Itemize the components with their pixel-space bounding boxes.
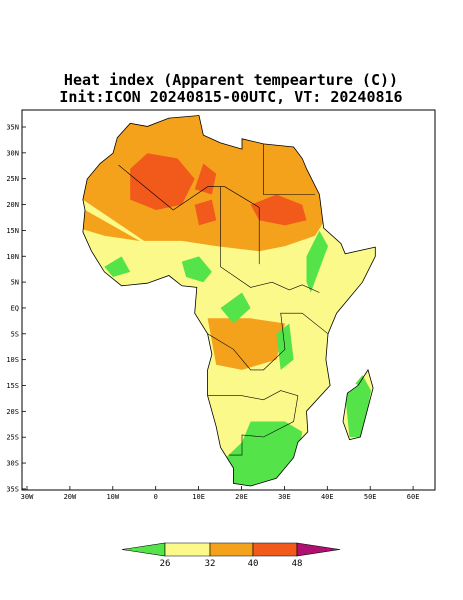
- lat-label: EQ: [11, 304, 19, 312]
- colorbar-label: 48: [292, 559, 303, 569]
- lon-label: 30W: [21, 493, 34, 501]
- land-outline: [82, 115, 376, 487]
- title-line-2: Init:ICON 20240815-00UTC, VT: 20240816: [59, 88, 402, 106]
- lon-label: 10W: [106, 493, 119, 501]
- lat-label: 10N: [6, 253, 19, 261]
- lat-label: 30S: [6, 460, 19, 468]
- cool-region: [345, 375, 371, 437]
- lat-label: 30N: [6, 149, 19, 157]
- lon-label: 30E: [278, 493, 291, 501]
- colorbar-label: 40: [248, 559, 259, 569]
- lat-label: 5S: [11, 330, 19, 338]
- colorbar-segment: [252, 542, 298, 557]
- lat-label: 20S: [6, 408, 19, 416]
- colorbar-segment: [296, 542, 341, 557]
- colorbar-segment: [209, 542, 254, 557]
- colorbar-segment: [164, 542, 211, 557]
- cool-region: [306, 230, 328, 293]
- lon-label: 50E: [364, 493, 377, 501]
- colorbar-label: 26: [160, 559, 171, 569]
- colorbar-segment: [121, 542, 166, 557]
- lat-label: 25N: [6, 175, 19, 183]
- title-line-1: Heat index (Apparent tempearture (C)): [64, 71, 398, 89]
- lat-label: 15S: [6, 382, 19, 390]
- cool-region: [181, 256, 212, 283]
- colorbar: 26 32 40 48: [121, 542, 341, 569]
- border: [220, 186, 320, 293]
- map-frame: [21, 109, 436, 491]
- very-hot-region: [194, 199, 217, 226]
- lon-label: 40E: [321, 493, 334, 501]
- colorbar-label: 32: [205, 559, 216, 569]
- hot-region: [207, 318, 285, 370]
- lat-label: 35N: [6, 124, 19, 132]
- border: [207, 312, 329, 371]
- cool-region: [220, 292, 251, 324]
- very-hot-region: [130, 153, 195, 210]
- lon-label: 10E: [192, 493, 205, 501]
- lat-label: 20N: [6, 201, 19, 209]
- cool-region: [276, 323, 294, 370]
- lon-label: 0: [154, 493, 158, 501]
- map: [82, 115, 376, 487]
- lat-label: 5N: [11, 279, 19, 287]
- border: [207, 390, 299, 456]
- very-hot-region: [250, 194, 307, 226]
- lon-label: 20E: [235, 493, 248, 501]
- madagascar-outline: [342, 368, 374, 441]
- border: [118, 164, 260, 265]
- axis-ticks: 35N 30N 25N 20N 15N 10N 5N EQ 5S 10S 15S 20S 25S 30S 3…: [6, 124, 419, 502]
- lon-label: 20W: [64, 493, 77, 501]
- cool-region: [104, 256, 131, 277]
- lat-label: 10S: [6, 356, 19, 364]
- lat-label: 35S: [6, 485, 19, 493]
- lon-label: 60E: [407, 493, 420, 501]
- border: [263, 143, 316, 195]
- lat-label: 25S: [6, 434, 19, 442]
- lat-label: 15N: [6, 227, 19, 235]
